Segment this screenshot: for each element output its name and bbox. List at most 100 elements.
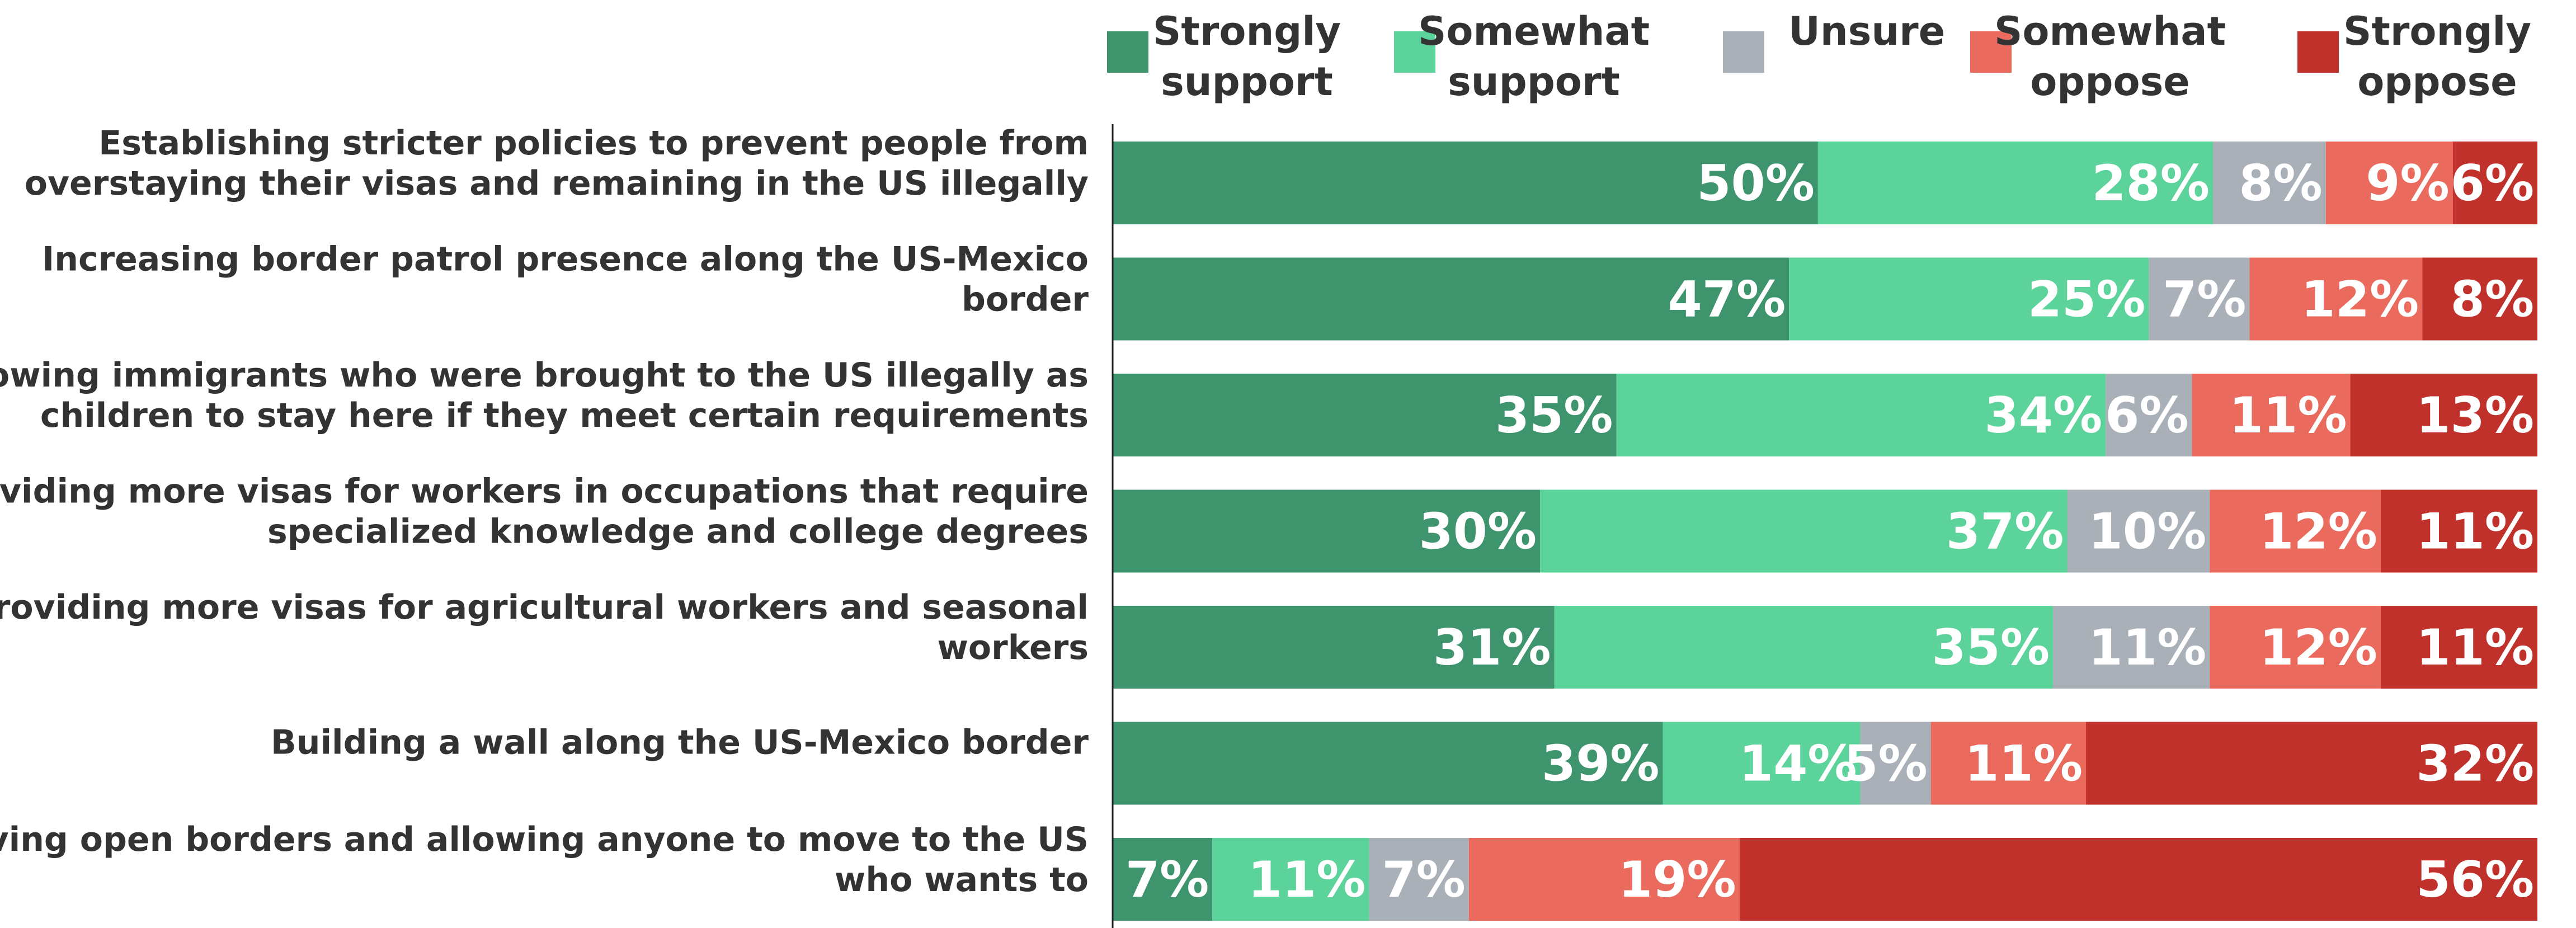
legend-label: Strongly bbox=[1153, 8, 1341, 54]
bar-segment bbox=[1540, 489, 2068, 573]
bar-segment bbox=[2380, 606, 2537, 689]
data-label: 9% bbox=[2366, 154, 2449, 212]
data-label: 32% bbox=[2416, 734, 2534, 792]
category-label: workers bbox=[937, 628, 1089, 667]
legend-label: support bbox=[1448, 59, 1620, 105]
legend-label: Somewhat bbox=[1994, 8, 2226, 54]
data-label: 6% bbox=[2451, 154, 2534, 212]
bar-segment bbox=[1468, 838, 1740, 921]
data-label: 5% bbox=[1844, 734, 1927, 792]
data-label: 12% bbox=[2259, 502, 2377, 560]
data-label: 7% bbox=[1382, 851, 1465, 908]
bar-segment bbox=[2106, 374, 2192, 456]
legend-item: Somewhat oppose bbox=[1970, 8, 2226, 105]
data-label: 11% bbox=[2416, 619, 2534, 676]
data-label: 50% bbox=[1697, 154, 1815, 212]
bar-segment bbox=[2380, 489, 2537, 573]
legend-label: oppose bbox=[2357, 59, 2517, 105]
bar-segment bbox=[2249, 257, 2423, 341]
data-label: 14% bbox=[1739, 734, 1857, 792]
legend-swatch bbox=[2297, 31, 2339, 73]
bar-segment bbox=[2452, 142, 2537, 224]
bar-segment bbox=[2212, 142, 2326, 224]
data-label: 30% bbox=[1419, 502, 1537, 560]
bar-segment bbox=[1113, 489, 1541, 573]
bar-segment bbox=[1616, 374, 2106, 456]
data-label: 39% bbox=[1542, 734, 1660, 792]
bar-segment bbox=[1789, 257, 2149, 341]
category-label: Building a wall along the US-Mexico bord… bbox=[271, 723, 1089, 762]
bar-segment bbox=[1817, 142, 2213, 224]
legend-label: oppose bbox=[2030, 59, 2190, 105]
bar-segment bbox=[2086, 722, 2537, 805]
data-label: 10% bbox=[2089, 502, 2207, 560]
legend-label: Unsure bbox=[1788, 8, 1945, 54]
data-label: 11% bbox=[1965, 734, 2083, 792]
legend-item: Somewhat support bbox=[1394, 8, 1650, 105]
category-label: Establishing stricter policies to preven… bbox=[98, 124, 1089, 163]
bar-segment bbox=[1113, 838, 1213, 921]
data-label: 8% bbox=[2451, 270, 2534, 328]
data-label: 7% bbox=[1125, 851, 1209, 908]
data-label: 35% bbox=[1932, 619, 2050, 676]
category-label: Increasing border patrol presence along … bbox=[42, 240, 1089, 279]
data-label: 12% bbox=[2301, 270, 2419, 328]
category-label: specialized knowledge and college degree… bbox=[267, 512, 1089, 552]
data-label: 25% bbox=[2028, 270, 2146, 328]
data-label: 35% bbox=[1495, 387, 1613, 444]
data-label: 28% bbox=[2092, 154, 2210, 212]
bar-segment bbox=[1212, 838, 1369, 921]
bar-segment bbox=[2422, 257, 2537, 341]
legend-swatch bbox=[1970, 31, 2012, 73]
data-label: 11% bbox=[2089, 619, 2207, 676]
data-label: 34% bbox=[1985, 387, 2103, 444]
data-label: 12% bbox=[2259, 619, 2377, 676]
bar-segment bbox=[1113, 257, 1789, 341]
category-labels: Establishing stricter policies to preven… bbox=[0, 124, 1089, 899]
bar-segment bbox=[2192, 374, 2351, 456]
bar-segment bbox=[1663, 722, 1861, 805]
category-label: Allowing immigrants who were brought to … bbox=[0, 356, 1089, 395]
data-label: 37% bbox=[1946, 502, 2064, 560]
data-label: 7% bbox=[2163, 270, 2246, 328]
bar-segment bbox=[1554, 606, 2054, 689]
data-label: 56% bbox=[2416, 851, 2534, 908]
legend-label: Strongly bbox=[2343, 8, 2531, 54]
bar-segment bbox=[1113, 722, 1663, 805]
legend: Strongly support Somewhat support Unsure Some… bbox=[1107, 8, 2531, 105]
category-label: who wants to bbox=[835, 860, 1089, 899]
bars: 50% 28% 8% 9% 6%47% 25% 7% 12% 8%35% 34% 6% 11% 13%3… bbox=[1113, 142, 2537, 921]
legend-swatch bbox=[1107, 31, 1148, 73]
bar-segment bbox=[2067, 489, 2210, 573]
category-label: Having open borders and allowing anyone … bbox=[0, 820, 1089, 859]
data-label: 6% bbox=[2105, 387, 2188, 444]
bar-segment bbox=[2210, 489, 2381, 573]
bar-segment bbox=[1113, 142, 1818, 224]
bar-segment bbox=[2325, 142, 2453, 224]
bar-segment bbox=[1930, 722, 2087, 805]
data-label: 47% bbox=[1668, 270, 1786, 328]
data-label: 11% bbox=[1248, 851, 1366, 908]
category-label: overstaying their visas and remaining in… bbox=[25, 164, 1089, 203]
data-label: 31% bbox=[1433, 619, 1551, 676]
bar-segment bbox=[1113, 374, 1617, 456]
legend-label: support bbox=[1161, 59, 1333, 105]
legend-swatch bbox=[1723, 31, 1764, 73]
data-label: 19% bbox=[1618, 851, 1736, 908]
legend-label: Somewhat bbox=[1418, 8, 1650, 54]
category-label: Providing more visas for agricultural wo… bbox=[0, 588, 1089, 627]
data-label: 8% bbox=[2239, 154, 2322, 212]
legend-swatch bbox=[1394, 31, 1435, 73]
bar-segment bbox=[2350, 374, 2537, 456]
category-label: border bbox=[962, 280, 1089, 319]
bar-segment bbox=[1739, 838, 2537, 921]
category-label: children to stay here if they meet certa… bbox=[40, 396, 1089, 435]
bar-segment bbox=[2149, 257, 2250, 341]
legend-item: Strongly oppose bbox=[2297, 8, 2531, 105]
data-label: 11% bbox=[2416, 502, 2534, 560]
bar-segment bbox=[2053, 606, 2210, 689]
data-label: 11% bbox=[2229, 387, 2347, 444]
bar-segment bbox=[1369, 838, 1469, 921]
